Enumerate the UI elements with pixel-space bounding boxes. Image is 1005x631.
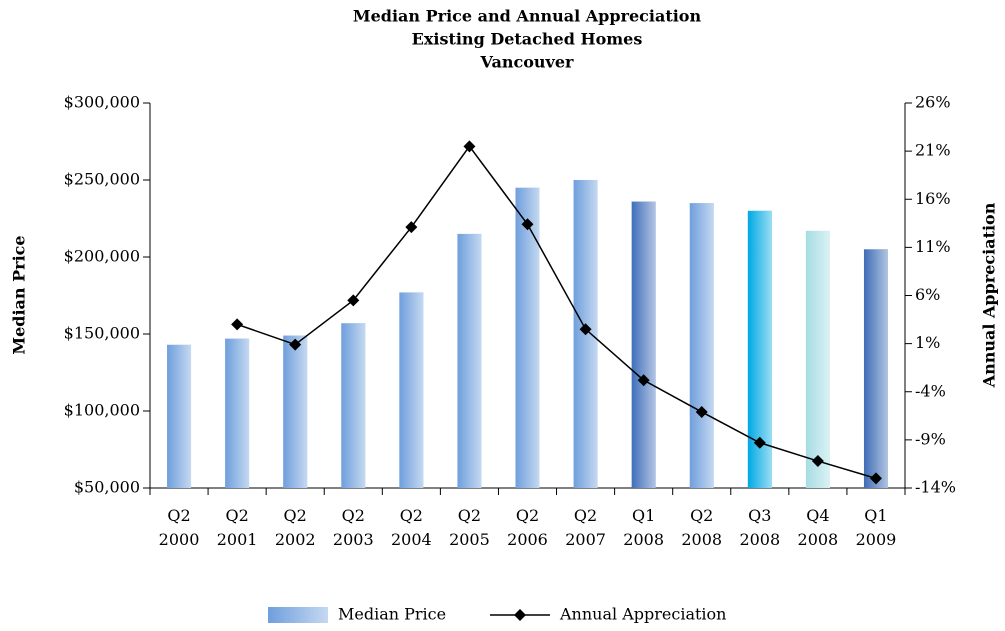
y-axis-title: Median Price	[10, 235, 29, 354]
y-tick-label: $250,000	[64, 170, 140, 189]
y-tick-label: $50,000	[74, 478, 140, 497]
line-marker	[869, 472, 882, 485]
x-tick-label: Q2 2001	[216, 506, 258, 549]
y-tick-label: $100,000	[64, 401, 140, 420]
bar-highlight	[805, 230, 830, 488]
chart-title: Existing Detached Homes	[412, 30, 643, 49]
line-marker	[463, 140, 476, 153]
y-tick-label: $200,000	[64, 247, 140, 266]
bar-highlight	[225, 338, 250, 488]
line-marker	[579, 323, 592, 336]
bar-highlight	[689, 203, 714, 488]
x-tick-label: Q1 2008	[623, 506, 664, 549]
x-tick-label: Q2 2006	[507, 506, 548, 549]
x-tick-label: Q2 2004	[390, 506, 432, 549]
line-marker	[347, 294, 360, 307]
x-tick-label: Q2 2008	[681, 506, 723, 549]
x-tick-label: Q3 2008	[739, 506, 781, 549]
bar-highlight	[515, 187, 540, 488]
x-tick-label: Q4 2008	[797, 506, 839, 549]
y2-tick-label: -14%	[915, 478, 956, 497]
legend-swatch-highlight	[268, 607, 328, 623]
chart-title: Median Price and Annual Appreciation	[353, 7, 702, 26]
y-tick-label: $300,000	[64, 93, 140, 112]
x-tick-label: Q2 2003	[332, 506, 374, 549]
bar-highlight	[631, 201, 656, 488]
y2-tick-label: 6%	[915, 285, 940, 304]
y-tick-label: $150,000	[64, 324, 140, 343]
bar-highlight	[863, 249, 888, 488]
line-marker	[637, 374, 650, 387]
line-marker	[695, 405, 708, 418]
line-marker	[289, 338, 302, 351]
bar-highlight	[341, 323, 366, 488]
legend-swatch-marker	[514, 609, 526, 621]
y2-tick-label: 21%	[915, 141, 951, 160]
y2-tick-label: -4%	[915, 381, 946, 400]
y2-tick-label: 26%	[915, 93, 951, 112]
line-marker	[231, 318, 244, 331]
line-marker	[521, 218, 534, 231]
x-tick-label: Q2 2002	[274, 506, 316, 549]
line-marker	[811, 455, 824, 468]
x-tick-label: Q2 2005	[449, 506, 490, 549]
legend-label: Median Price	[338, 605, 446, 624]
chart-title: Vancouver	[480, 53, 574, 72]
x-tick-label: Q2 2000	[158, 506, 200, 549]
bar-highlight	[283, 335, 308, 488]
y2-tick-label: -9%	[915, 429, 946, 448]
y2-tick-label: 16%	[915, 189, 951, 208]
y2-axis-title: Annual Appreciation	[980, 202, 999, 388]
bar-highlight	[167, 344, 192, 488]
line	[236, 145, 877, 480]
line-marker	[753, 436, 766, 449]
line-marker	[405, 221, 418, 234]
x-tick-label: Q1 2009	[855, 506, 897, 549]
y2-tick-label: 1%	[915, 333, 940, 352]
bar-highlight	[457, 233, 482, 488]
x-tick-label: Q2 2007	[565, 506, 606, 549]
y2-tick-label: 11%	[915, 237, 951, 256]
legend-label: Annual Appreciation	[559, 605, 726, 624]
bar-highlight	[399, 292, 424, 488]
